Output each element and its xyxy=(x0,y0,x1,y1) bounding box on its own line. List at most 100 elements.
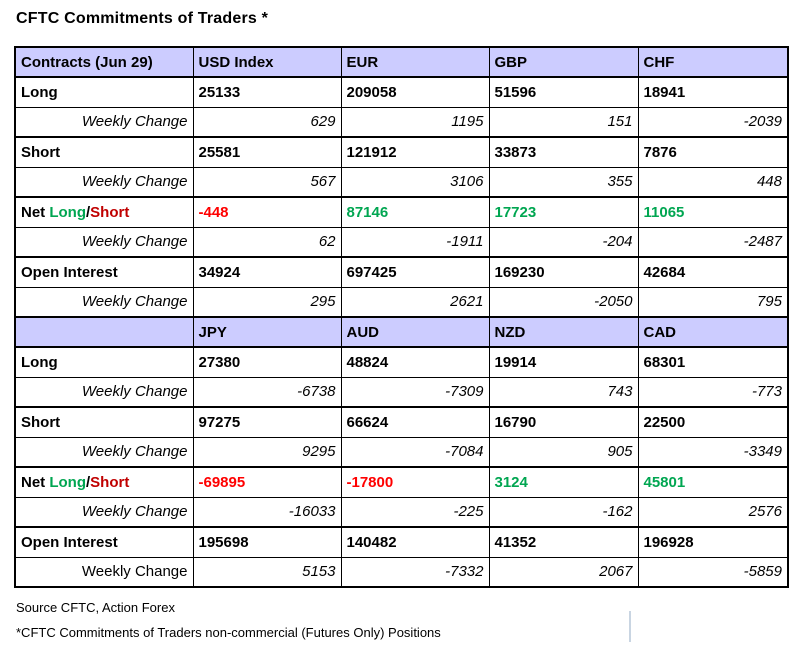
value-cell: 195698 xyxy=(192,526,342,558)
column-header: JPY xyxy=(192,316,342,348)
weekly-change-value: 295 xyxy=(192,286,342,318)
row-label: Long xyxy=(14,346,194,378)
net-label-part: Net xyxy=(21,203,50,221)
net-long-short-row: Net Long/Short -448 87146 17723 11065 xyxy=(14,196,789,228)
value-cell: 140482 xyxy=(340,526,490,558)
row-label: Weekly Change xyxy=(14,166,194,198)
cot-table-body: Contracts (Jun 29) USD Index EUR GBP CHF Long… xyxy=(14,46,789,588)
value-cell: 3124 xyxy=(488,466,639,498)
weekly-change-value: 151 xyxy=(488,106,639,138)
data-row: Short 25581 121912 33873 7876 xyxy=(14,136,789,168)
weekly-change-value: -225 xyxy=(340,496,490,528)
net-label-part: / xyxy=(86,473,91,491)
row-label: Weekly Change xyxy=(14,226,194,258)
value-cell: 19914 xyxy=(488,346,639,378)
weekly-change-value: 567 xyxy=(192,166,342,198)
weekly-change-value: -2039 xyxy=(637,106,789,138)
data-row: Short 97275 66624 16790 22500 xyxy=(14,406,789,438)
weekly-change-row: Weekly Change -6738 -7309 743 -773 xyxy=(14,376,789,408)
weekly-change-value: -1911 xyxy=(340,226,490,258)
weekly-change-value: -5859 xyxy=(637,556,789,588)
weekly-change-value: 5153 xyxy=(192,556,342,588)
weekly-change-row: Weekly Change 5153 -7332 2067 -5859 xyxy=(14,556,789,588)
weekly-change-value: -162 xyxy=(488,496,639,528)
column-header: AUD xyxy=(340,316,490,348)
column-header: CHF xyxy=(637,46,789,78)
row-label: Weekly Change xyxy=(14,496,194,528)
row-label: Long xyxy=(14,76,194,108)
row-label: Open Interest xyxy=(14,256,194,288)
weekly-change-value: 2067 xyxy=(488,556,639,588)
weekly-change-value: -6738 xyxy=(192,376,342,408)
row-label: Open Interest xyxy=(14,526,194,558)
weekly-change-row: Weekly Change 9295 -7084 905 -3349 xyxy=(14,436,789,468)
value-cell: 25581 xyxy=(192,136,342,168)
value-cell: 209058 xyxy=(340,76,490,108)
value-cell: -69895 xyxy=(192,466,342,498)
weekly-change-value: 448 xyxy=(637,166,789,198)
weekly-change-row: Weekly Change 295 2621 -2050 795 xyxy=(14,286,789,318)
weekly-change-row: Weekly Change 629 1195 151 -2039 xyxy=(14,106,789,138)
cot-table: Contracts (Jun 29) USD Index EUR GBP CHF Long… xyxy=(14,46,789,588)
footer-source: Source CFTC, Action Forex xyxy=(16,600,175,615)
weekly-change-value: 629 xyxy=(192,106,342,138)
row-label: Weekly Change xyxy=(14,556,194,588)
weekly-change-row: Weekly Change 62 -1911 -204 -2487 xyxy=(14,226,789,258)
weekly-change-value: -7332 xyxy=(340,556,490,588)
value-cell: 68301 xyxy=(637,346,789,378)
weekly-change-value: 905 xyxy=(488,436,639,468)
value-cell: 97275 xyxy=(192,406,342,438)
net-long-short-row: Net Long/Short -69895 -17800 3124 45801 xyxy=(14,466,789,498)
page-title: CFTC Commitments of Traders * xyxy=(16,10,269,27)
net-label-part: Short xyxy=(90,473,130,491)
row-label: Net Long/Short xyxy=(14,466,194,498)
value-cell: 33873 xyxy=(488,136,639,168)
column-header: CAD xyxy=(637,316,789,348)
weekly-change-value: -7084 xyxy=(340,436,490,468)
weekly-change-value: -204 xyxy=(488,226,639,258)
value-cell: 87146 xyxy=(340,196,490,228)
value-cell: 25133 xyxy=(192,76,342,108)
value-cell: 16790 xyxy=(488,406,639,438)
net-label-part: / xyxy=(86,203,91,221)
value-cell: 7876 xyxy=(637,136,789,168)
vertical-line-artifact xyxy=(629,611,631,642)
value-cell: -448 xyxy=(192,196,342,228)
data-row: Open Interest 34924 697425 169230 42684 xyxy=(14,256,789,288)
value-cell: 27380 xyxy=(192,346,342,378)
data-row: Open Interest 195698 140482 41352 196928 xyxy=(14,526,789,558)
row-label: Weekly Change xyxy=(14,106,194,138)
row-label: Net Long/Short xyxy=(14,196,194,228)
value-cell: 121912 xyxy=(340,136,490,168)
value-cell: 196928 xyxy=(637,526,789,558)
weekly-change-value: 3106 xyxy=(340,166,490,198)
value-cell: 45801 xyxy=(637,466,789,498)
weekly-change-value: -2050 xyxy=(488,286,639,318)
weekly-change-value: 743 xyxy=(488,376,639,408)
footer-note: *CFTC Commitments of Traders non-commerc… xyxy=(16,625,441,640)
weekly-change-value: 2576 xyxy=(637,496,789,528)
value-cell: 42684 xyxy=(637,256,789,288)
value-cell: 48824 xyxy=(340,346,490,378)
row-label-header xyxy=(14,316,194,348)
net-label-part: Net xyxy=(21,473,50,491)
column-header: NZD xyxy=(488,316,639,348)
row-label: Weekly Change xyxy=(14,286,194,318)
weekly-change-row: Weekly Change -16033 -225 -162 2576 xyxy=(14,496,789,528)
weekly-change-value: -3349 xyxy=(637,436,789,468)
row-label: Weekly Change xyxy=(14,376,194,408)
value-cell: 17723 xyxy=(488,196,639,228)
value-cell: -17800 xyxy=(340,466,490,498)
data-row: Long 27380 48824 19914 68301 xyxy=(14,346,789,378)
value-cell: 51596 xyxy=(488,76,639,108)
weekly-change-value: -2487 xyxy=(637,226,789,258)
column-header: USD Index xyxy=(192,46,342,78)
column-header: EUR xyxy=(340,46,490,78)
weekly-change-value: 795 xyxy=(637,286,789,318)
value-cell: 169230 xyxy=(488,256,639,288)
row-label: Short xyxy=(14,406,194,438)
weekly-change-value: 2621 xyxy=(340,286,490,318)
weekly-change-row: Weekly Change 567 3106 355 448 xyxy=(14,166,789,198)
weekly-change-value: -16033 xyxy=(192,496,342,528)
net-label-part: Long xyxy=(49,473,86,491)
